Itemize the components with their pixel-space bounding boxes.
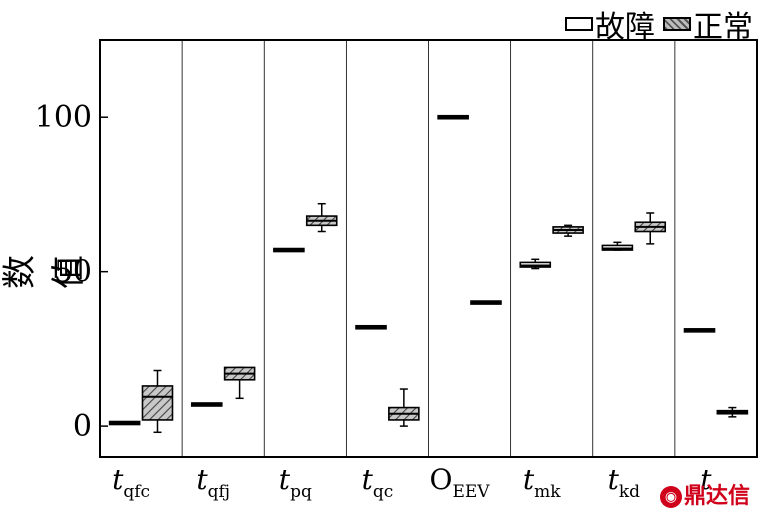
x-tick-label-base: t: [279, 463, 291, 496]
x-tick-label-sub: EEV: [452, 482, 490, 502]
x-tick-label: tkd: [608, 463, 641, 502]
x-tick-label: tqc: [362, 463, 394, 502]
x-tick-label: tqfj: [196, 463, 230, 502]
x-tick-label: t: [700, 463, 712, 496]
y-tick-label: 100: [35, 100, 92, 135]
x-tick-label: tqfc: [112, 463, 150, 502]
legend-label-normal: 正常: [693, 10, 753, 45]
x-tick-label-base: t: [362, 463, 374, 496]
legend: 故障 正常: [557, 2, 753, 46]
y-tick-label: 50: [54, 255, 92, 290]
legend-swatch-fault: [565, 17, 593, 31]
legend-swatch-normal: [663, 17, 691, 31]
watermark-text: 鼎达信: [684, 484, 751, 509]
x-tick-label-base: t: [523, 463, 535, 496]
y-axis-label: 数值: [0, 255, 89, 289]
x-tick-label-sub: pq: [290, 482, 312, 502]
watermark: ◉ 鼎达信: [660, 478, 750, 510]
legend-label-fault: 故障: [595, 10, 655, 45]
x-tick-label-sub: qc: [373, 482, 393, 502]
y-tick-label: 0: [73, 409, 92, 444]
x-tick-label-base: O: [430, 463, 453, 496]
x-tick-label-base: t: [196, 463, 208, 496]
x-tick-label-base: t: [112, 463, 124, 496]
x-tick-label-sub: mk: [534, 482, 561, 502]
x-tick-label: OEEV: [430, 463, 491, 502]
x-tick-label: tmk: [523, 463, 561, 502]
x-tick-label-base: t: [700, 463, 712, 496]
x-tick-label-sub: qfj: [208, 482, 230, 502]
x-tick-label-base: t: [608, 463, 620, 496]
x-tick-label: tpq: [279, 463, 312, 502]
logo-icon: ◉: [660, 486, 682, 508]
box-body: [141, 385, 174, 421]
x-tick-label-sub: kd: [619, 482, 640, 502]
x-tick-label-sub: qfc: [123, 482, 150, 502]
